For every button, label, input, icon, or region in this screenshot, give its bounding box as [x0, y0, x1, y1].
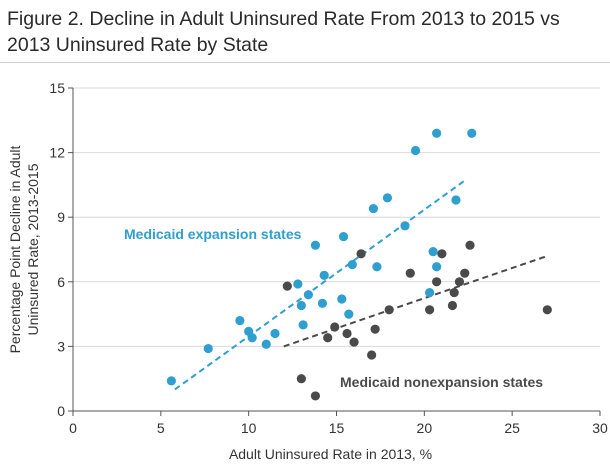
annotation-nonexpansion: Medicaid nonexpansion states: [340, 374, 543, 390]
point-series-1-4: [330, 322, 340, 332]
x-tick-label-30: 30: [592, 420, 608, 436]
x-tick-label-0: 0: [69, 420, 77, 436]
point-series-1-15: [447, 300, 458, 311]
trendlines: [174, 179, 548, 391]
point-series-0-18: [368, 203, 378, 214]
point-series-1-11: [405, 268, 415, 278]
point-series-1-19: [465, 240, 475, 250]
point-series-0-9: [298, 320, 308, 330]
point-series-0-17: [347, 259, 357, 270]
y-tick-label-12: 12: [49, 145, 65, 161]
point-series-0-0: [166, 376, 176, 386]
point-series-0-22: [410, 145, 421, 156]
axes: [68, 87, 601, 416]
chart-title: Figure 2. Decline in Adult Uninsured Rat…: [7, 8, 560, 56]
y-tick-label-3: 3: [57, 338, 65, 354]
x-tick-label-20: 20: [417, 420, 433, 436]
y-tick-label-15: 15: [49, 80, 65, 96]
point-series-0-20: [382, 193, 393, 203]
point-series-0-1: [203, 343, 213, 354]
point-series-1-14: [437, 249, 447, 259]
x-axis-label: Adult Uninsured Rate in 2013, %: [229, 446, 432, 462]
title-divider: [0, 62, 610, 63]
point-series-1-8: [367, 350, 377, 360]
point-series-1-10: [384, 305, 394, 315]
point-series-0-25: [432, 262, 442, 272]
point-series-1-1: [296, 374, 306, 384]
grid-lines: [73, 87, 600, 347]
point-series-0-5: [261, 339, 271, 349]
x-tick-label-5: 5: [157, 420, 165, 436]
point-series-1-7: [356, 249, 366, 259]
point-series-0-15: [338, 231, 349, 242]
point-series-1-2: [310, 391, 321, 401]
x-tick-label-25: 25: [504, 420, 520, 436]
y-axis-label-line-2: Uninsured Rate, 2013-2015: [25, 163, 41, 335]
point-series-0-12: [317, 298, 328, 308]
point-series-0-14: [337, 294, 347, 304]
point-series-1-12: [425, 305, 435, 315]
y-axis-label-line-1: Percentage Point Decline in Adult: [7, 145, 23, 353]
point-series-0-27: [451, 195, 461, 205]
point-series-0-23: [425, 287, 435, 298]
point-series-0-19: [372, 262, 382, 272]
point-series-0-4: [247, 333, 257, 343]
point-series-1-6: [349, 337, 359, 347]
point-series-0-28: [467, 128, 477, 138]
point-series-0-7: [293, 279, 303, 289]
x-tick-label-10: 10: [241, 420, 257, 436]
y-axis-label: Percentage Point Decline in Adult Uninsu…: [7, 145, 41, 353]
point-series-1-20: [542, 305, 552, 315]
point-series-1-9: [370, 324, 380, 334]
point-series-0-11: [310, 240, 321, 250]
x-tick-label-15: 15: [329, 420, 345, 436]
point-series-1-18: [460, 268, 470, 278]
point-series-0-24: [428, 247, 438, 257]
tick-labels: 0 3 6 9 12 15 0 5 10 15 20 25 30: [49, 80, 608, 436]
y-tick-label-6: 6: [57, 274, 65, 290]
point-series-0-21: [400, 221, 410, 231]
data-points: [166, 128, 552, 401]
point-series-0-6: [270, 328, 280, 339]
point-series-0-8: [296, 300, 306, 311]
trendline-series-1: [283, 255, 548, 348]
point-series-1-17: [454, 277, 465, 287]
point-series-1-0: [282, 281, 292, 291]
point-series-1-16: [449, 287, 459, 298]
point-series-0-10: [303, 290, 313, 300]
y-tick-label-9: 9: [57, 209, 65, 225]
point-series-0-26: [432, 128, 442, 138]
y-tick-label-0: 0: [57, 403, 65, 419]
point-series-0-2: [235, 315, 245, 326]
point-series-1-3: [323, 333, 333, 343]
point-series-0-13: [319, 270, 329, 280]
trendline-series-0: [174, 179, 466, 391]
point-series-1-13: [432, 277, 442, 287]
point-series-0-16: [344, 309, 354, 319]
annotation-expansion: Medicaid expansion states: [124, 226, 302, 242]
point-series-1-5: [342, 328, 352, 339]
